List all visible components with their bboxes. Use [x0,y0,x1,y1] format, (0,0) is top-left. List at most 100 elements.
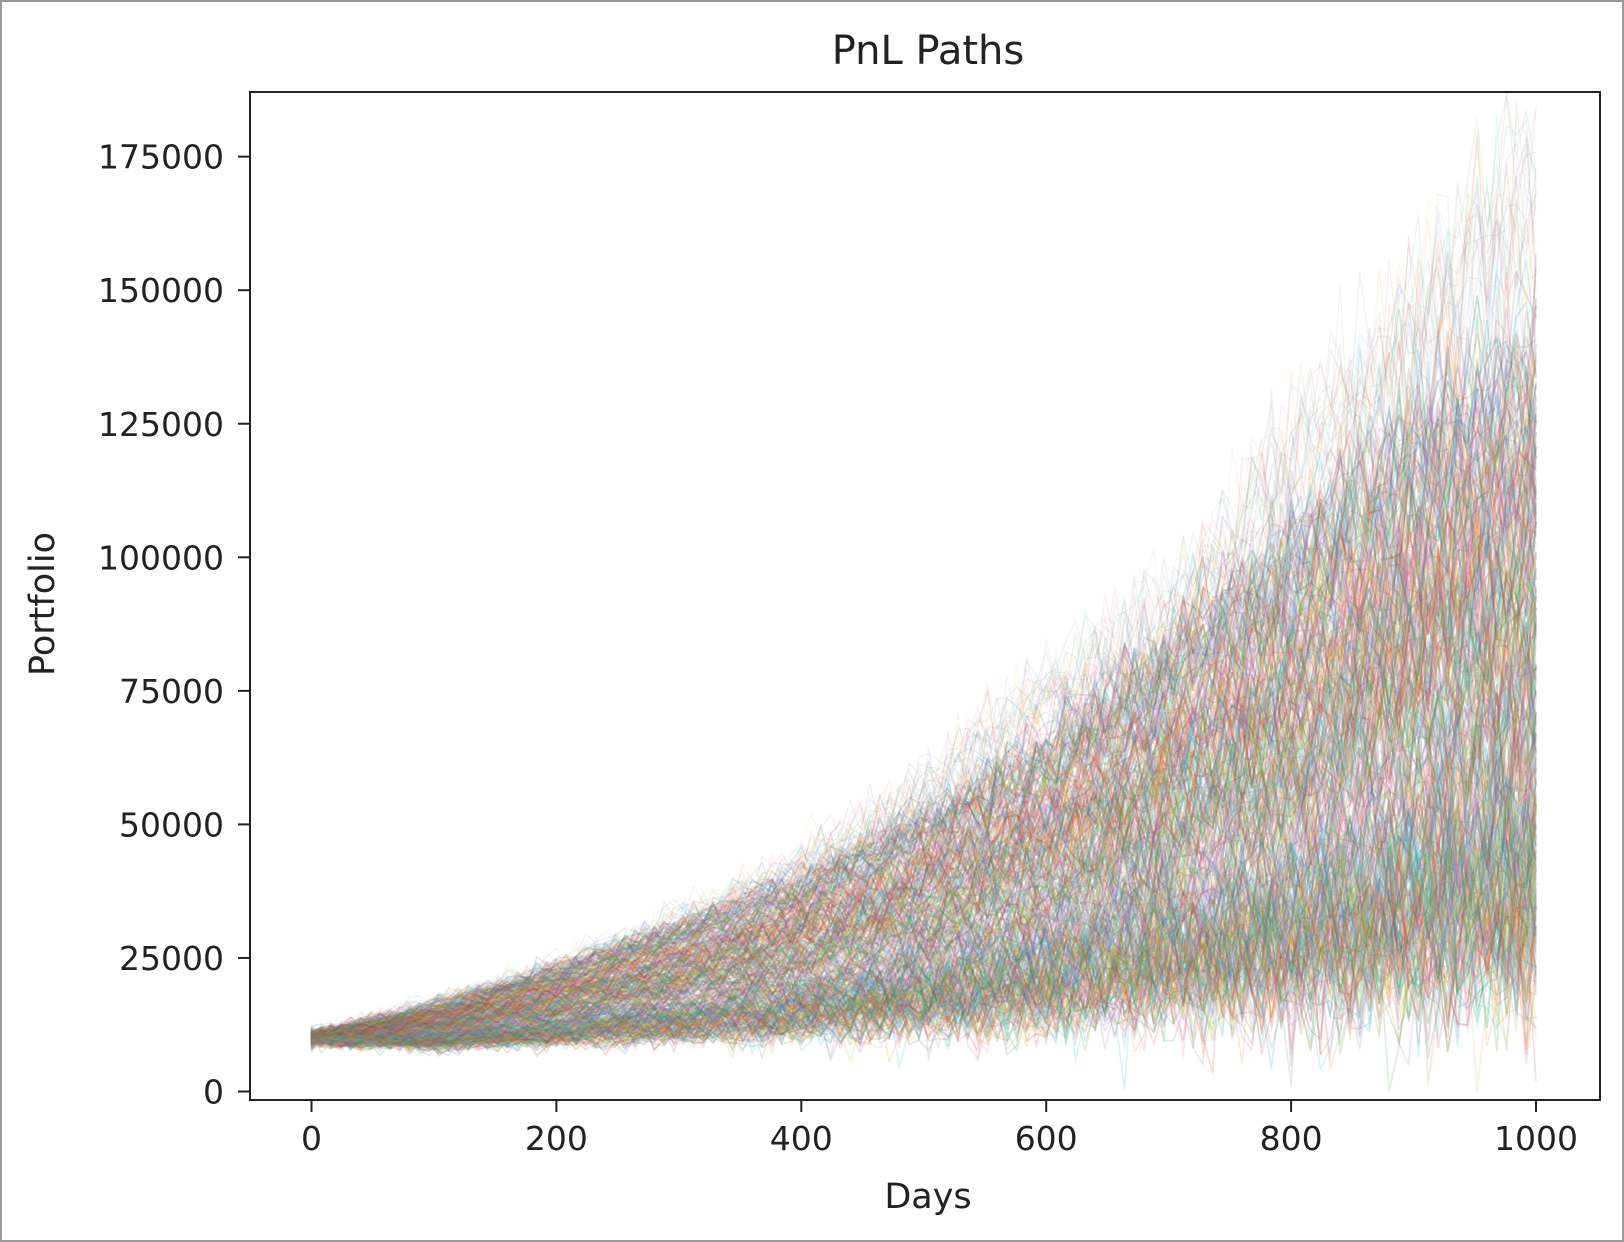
pnl-path-line [310,408,1537,1045]
y-axis-ticks: 0 25000 50000 75000 100000 125000 150000 175000 [98,138,250,1112]
pnl-path-line [310,521,1537,1051]
pnl-path-line [310,549,1537,1040]
pnl-path-line [310,824,1537,1048]
pnl-path-line [310,816,1537,1066]
y-tick-label-0: 0 [203,1073,224,1112]
pnl-path-line [310,877,1537,1071]
pnl-path-line [310,697,1537,1045]
x-tick-label-600: 600 [1015,1119,1078,1158]
pnl-path-line [310,701,1537,1044]
pnl-path-line [310,807,1537,1046]
pnl-path-line [310,567,1537,1037]
pnl-path-line [310,517,1537,1038]
x-tick-label-800: 800 [1260,1119,1323,1158]
y-tick-label-175000: 175000 [98,138,224,177]
x-axis-label: Days [884,1177,971,1217]
pnl-path-line [310,798,1537,1048]
pnl-path-line [310,519,1537,1044]
pnl-path-line [310,863,1537,1086]
pnl-path-line [310,862,1537,1052]
pnl-path-line [310,617,1537,1043]
pnl-path-line [310,765,1537,1049]
pnl-path-line [310,702,1537,1044]
pnl-path-line [310,623,1537,1045]
pnl-path-line [310,621,1537,1044]
pnl-path-line [310,542,1537,1043]
pnl-path-line [310,598,1537,1040]
pnl-path-line [310,752,1537,1051]
x-tick-label-200: 200 [525,1119,588,1158]
pnl-path-line [310,902,1537,1068]
pnl-path-line [310,600,1537,1042]
pnl-path-line [310,822,1537,1045]
pnl-path-line [310,347,1537,1039]
pnl-path-line [310,798,1537,1045]
pnl-path-line [310,898,1537,1055]
pnl-path-line [310,802,1537,1049]
pnl-path-line [310,850,1537,1050]
pnl-path-line [310,851,1537,1044]
pnl-path-line [310,755,1537,1045]
pnl-path-line [310,701,1537,1047]
pnl-path-line [310,650,1537,1036]
pnl-path-line [310,330,1537,1039]
pnl-path-line [310,713,1537,1043]
pnl-path-line [310,779,1537,1048]
pnl-path-line [310,446,1537,1042]
pnl-path-line [310,600,1537,1042]
y-axis-label: Portfolio [23,532,63,676]
pnl-path-line [310,846,1537,1052]
pnl-path-line [310,837,1537,1048]
pnl-path-line [310,511,1537,1040]
pnl-path-line [310,298,1537,1039]
x-tick-label-400: 400 [770,1119,833,1158]
pnl-path-line [310,589,1537,1042]
pnl-path-line [310,588,1537,1042]
pnl-path-line [310,751,1537,1044]
pnl-path-line [310,712,1537,1049]
pnl-path-line [310,779,1537,1044]
pnl-path-line [310,732,1537,1045]
pnl-path-line [310,873,1537,1075]
pnl-path-line [310,806,1537,1047]
pnl-path-line [310,362,1537,1040]
pnl-path-line [310,685,1537,1047]
pnl-path-line [310,367,1537,1039]
pnl-path-line [310,621,1537,1042]
pnl-path-line [310,537,1537,1039]
pnl-path-line [310,455,1537,1041]
pnl-path-line [310,872,1537,1057]
pnl-path-line [310,449,1537,1039]
pnl-path-line [310,320,1537,1041]
pnl-path-line [310,483,1537,1043]
pnl-path-line [310,834,1537,1055]
pnl-path-line [310,295,1537,1035]
pnl-path-line [310,542,1537,1043]
pnl-path-line [310,471,1537,1038]
pnl-path-line [310,921,1537,1062]
pnl-path-line [310,305,1537,1041]
y-tick-label-150000: 150000 [98,271,224,310]
pnl-path-line [310,803,1537,1053]
pnl-path-line [310,402,1537,1044]
pnl-path-line [310,838,1537,1054]
pnl-path-line [310,560,1537,1041]
pnl-path-line [310,457,1537,1040]
pnl-path-line [310,768,1537,1046]
pnl-path-line [310,806,1537,1047]
pnl-path-line [310,270,1537,1042]
pnl-path-line [310,886,1537,1060]
pnl-path-line [310,367,1537,1039]
pnl-path-line [310,559,1537,1046]
pnl-path-line [310,419,1537,1042]
x-axis-ticks: 0 200 400 600 800 1000 [301,1100,1578,1158]
pnl-path-line [310,662,1537,1043]
pnl-path-line [310,829,1537,1048]
pnl-path-line [310,486,1537,1041]
pnl-path-line [310,824,1537,1049]
pnl-path-line [310,690,1537,1052]
pnl-path-line [310,463,1537,1042]
pnl-path-line [310,628,1537,1043]
pnl-path-line [310,502,1537,1040]
pnl-path-line [310,879,1537,1051]
